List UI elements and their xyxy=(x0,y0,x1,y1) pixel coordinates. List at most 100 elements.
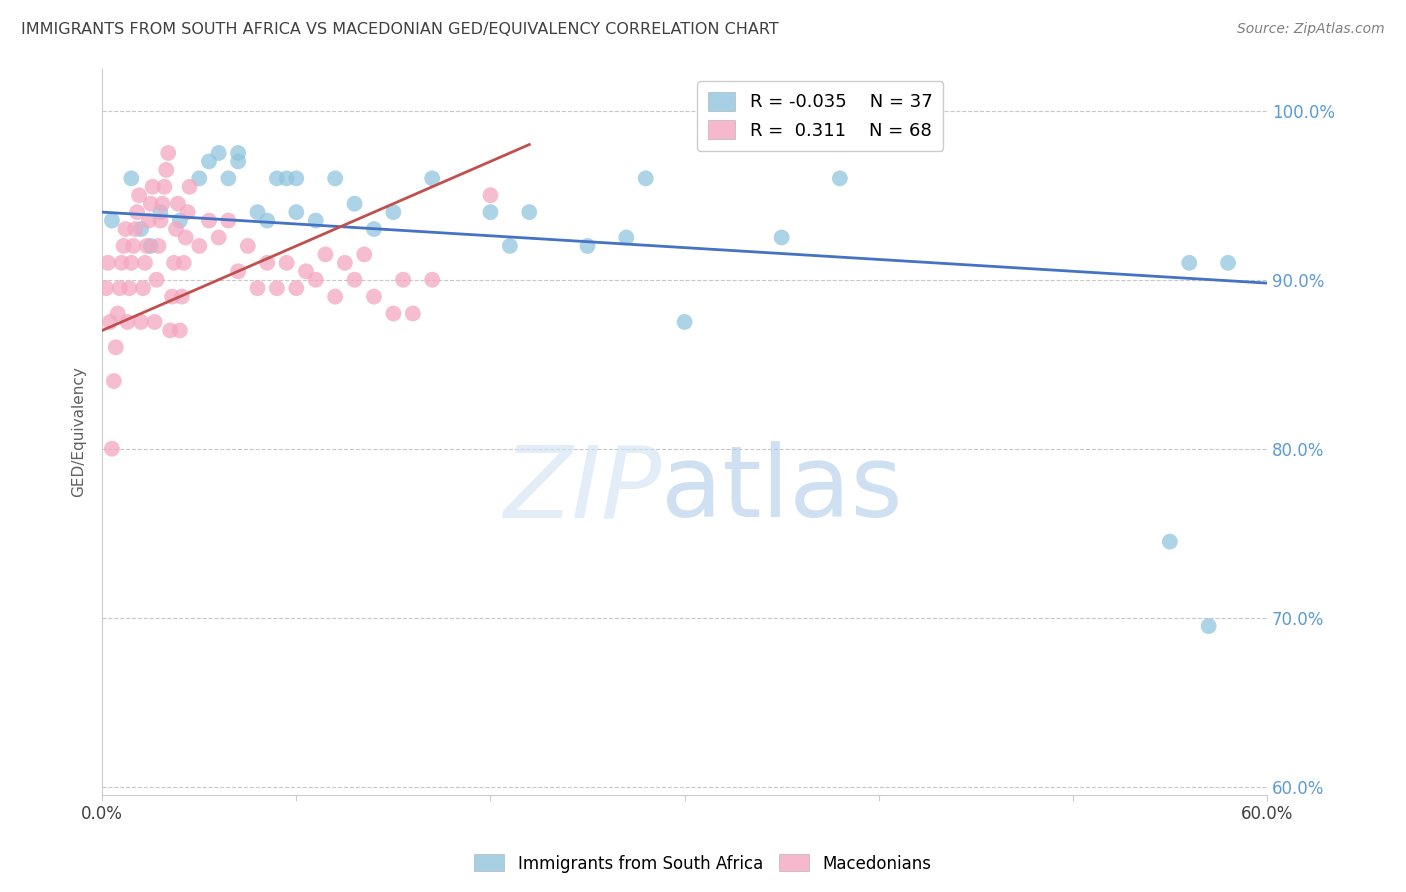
Point xyxy=(295,264,318,278)
Point xyxy=(499,239,522,253)
Point xyxy=(208,146,231,161)
Point xyxy=(139,196,162,211)
Point xyxy=(217,213,239,227)
Point xyxy=(246,281,269,295)
Point xyxy=(256,256,278,270)
Point xyxy=(94,281,117,295)
Point xyxy=(129,222,152,236)
Point xyxy=(479,205,502,219)
Point xyxy=(179,179,201,194)
Point xyxy=(363,222,385,236)
Point xyxy=(226,154,249,169)
Point xyxy=(402,306,425,320)
Point xyxy=(614,230,637,244)
Point xyxy=(266,171,288,186)
Point xyxy=(226,146,249,161)
Point xyxy=(142,179,165,194)
Point xyxy=(143,315,166,329)
Point xyxy=(163,256,186,270)
Point xyxy=(159,323,181,337)
Point xyxy=(103,374,125,388)
Point xyxy=(169,323,191,337)
Point xyxy=(285,205,308,219)
Point xyxy=(153,179,176,194)
Point xyxy=(128,188,150,202)
Point xyxy=(98,315,121,329)
Point xyxy=(353,247,375,261)
Point xyxy=(420,273,443,287)
Point xyxy=(111,256,134,270)
Point xyxy=(266,281,288,295)
Point xyxy=(479,188,502,202)
Point xyxy=(576,239,599,253)
Point xyxy=(148,239,170,253)
Point xyxy=(155,162,177,177)
Point xyxy=(118,281,141,295)
Point xyxy=(129,315,152,329)
Text: Source: ZipAtlas.com: Source: ZipAtlas.com xyxy=(1237,22,1385,37)
Point xyxy=(392,273,415,287)
Point xyxy=(1178,256,1201,270)
Point xyxy=(149,205,172,219)
Point xyxy=(382,306,405,320)
Point xyxy=(97,256,120,270)
Point xyxy=(139,239,162,253)
Point xyxy=(314,247,336,261)
Point xyxy=(256,213,278,227)
Point xyxy=(828,171,851,186)
Point xyxy=(382,205,405,219)
Point xyxy=(420,171,443,186)
Point xyxy=(333,256,356,270)
Point xyxy=(117,315,139,329)
Point xyxy=(170,290,193,304)
Point xyxy=(363,290,385,304)
Point xyxy=(124,222,146,236)
Point xyxy=(149,213,172,227)
Y-axis label: GED/Equivalency: GED/Equivalency xyxy=(72,367,86,497)
Point xyxy=(343,196,366,211)
Point xyxy=(305,273,328,287)
Point xyxy=(1216,256,1239,270)
Point xyxy=(101,213,124,227)
Point xyxy=(165,222,187,236)
Point xyxy=(150,196,173,211)
Point xyxy=(138,213,160,227)
Point xyxy=(305,213,328,227)
Point xyxy=(226,264,249,278)
Point xyxy=(343,273,366,287)
Point xyxy=(198,213,221,227)
Point xyxy=(174,230,197,244)
Point xyxy=(1159,534,1181,549)
Point xyxy=(120,171,142,186)
Point xyxy=(517,205,540,219)
Point xyxy=(236,239,259,253)
Point xyxy=(135,239,157,253)
Point xyxy=(208,230,231,244)
Point xyxy=(114,222,136,236)
Point xyxy=(1198,619,1220,633)
Point xyxy=(173,256,195,270)
Legend: Immigrants from South Africa, Macedonians: Immigrants from South Africa, Macedonian… xyxy=(468,847,938,880)
Point xyxy=(108,281,131,295)
Point xyxy=(176,205,198,219)
Point xyxy=(134,256,156,270)
Point xyxy=(770,230,793,244)
Point xyxy=(276,256,298,270)
Point xyxy=(217,171,239,186)
Point xyxy=(107,306,129,320)
Text: IMMIGRANTS FROM SOUTH AFRICA VS MACEDONIAN GED/EQUIVALENCY CORRELATION CHART: IMMIGRANTS FROM SOUTH AFRICA VS MACEDONI… xyxy=(21,22,779,37)
Point xyxy=(323,171,346,186)
Point xyxy=(323,290,346,304)
Point xyxy=(285,281,308,295)
Point xyxy=(145,273,167,287)
Point xyxy=(188,171,211,186)
Text: atlas: atlas xyxy=(661,442,903,539)
Point xyxy=(157,146,180,161)
Point xyxy=(246,205,269,219)
Point xyxy=(276,171,298,186)
Point xyxy=(101,442,124,456)
Point xyxy=(127,205,149,219)
Point xyxy=(122,239,145,253)
Point xyxy=(673,315,696,329)
Point xyxy=(167,196,190,211)
